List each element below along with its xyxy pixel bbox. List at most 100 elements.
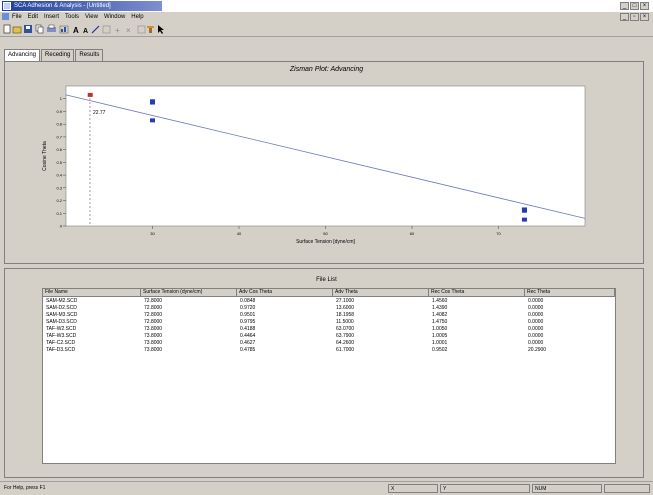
table-cell: 0.0000 bbox=[528, 319, 544, 325]
col-surface-tension[interactable]: Surface Tension (dyne/cm) bbox=[141, 289, 237, 297]
minimize-icon[interactable]: _ bbox=[620, 2, 629, 10]
col-adv-cos-theta[interactable]: Adv Cos Theta bbox=[237, 289, 333, 297]
table-cell: 63.7900 bbox=[336, 333, 355, 339]
table-cell: 18.1958 bbox=[336, 312, 355, 318]
chart-icon[interactable] bbox=[59, 25, 69, 34]
menu-file[interactable]: File bbox=[12, 14, 22, 20]
table-cell: 20.2900 bbox=[528, 347, 547, 353]
table-cell: 1.0005 bbox=[432, 333, 448, 339]
table-cell: 1.4390 bbox=[432, 305, 448, 311]
toolbar: A A + × bbox=[0, 23, 653, 37]
table-cell: 0.0000 bbox=[528, 298, 544, 304]
menu-edit[interactable]: Edit bbox=[27, 14, 39, 20]
table-row[interactable]: TAF-C2.SCD 73.8000 0.4627 64.2600 1.0001 0.00… bbox=[43, 340, 615, 347]
data-point[interactable] bbox=[521, 208, 527, 213]
font-small-icon[interactable]: A bbox=[83, 28, 88, 35]
table-row[interactable]: SAM-D3.SCD 72.8000 0.9795 11.5000 1.4750 0.00… bbox=[43, 319, 615, 326]
menu-insert[interactable]: Insert bbox=[44, 14, 60, 20]
status-bar: For Help, press F1 X Y NUM bbox=[0, 481, 653, 495]
tab-results[interactable]: Results bbox=[75, 49, 104, 61]
data-point[interactable] bbox=[87, 92, 93, 97]
document-window-controls: _ ▫ × bbox=[620, 13, 649, 21]
open-folder-icon[interactable] bbox=[12, 26, 22, 34]
table-cell: 63.0700 bbox=[336, 326, 355, 332]
new-file-icon[interactable] bbox=[3, 24, 11, 34]
maximize-icon[interactable]: □ bbox=[630, 2, 639, 10]
tab-advancing[interactable]: Advancing bbox=[4, 49, 41, 61]
line-tool-icon[interactable] bbox=[91, 25, 100, 34]
table-cell: TAF-D3.SCD bbox=[46, 347, 76, 353]
y-tick-label: 0.8 bbox=[56, 122, 62, 127]
data-point[interactable] bbox=[150, 100, 155, 105]
status-message: For Help, press F1 bbox=[4, 485, 46, 491]
col-rec-theta[interactable]: Rec Theta bbox=[525, 289, 615, 297]
table-cell: TAF-C2.SCD bbox=[46, 340, 76, 346]
settings-icon[interactable] bbox=[137, 25, 146, 34]
title-strip: SCA Adhesion & Analysis - [Untitled] bbox=[2, 1, 162, 11]
svg-text:A: A bbox=[73, 26, 79, 35]
plot-area bbox=[65, 85, 586, 227]
table-row[interactable]: SAM-M3.SCD 72.8000 0.9501 18.1958 1.4082 0.00… bbox=[43, 312, 615, 319]
remove-point-icon[interactable]: × bbox=[126, 26, 131, 35]
copy-icon[interactable] bbox=[35, 24, 44, 34]
pin-icon[interactable] bbox=[147, 26, 154, 33]
data-point[interactable] bbox=[521, 217, 527, 222]
table-cell: 1.0050 bbox=[432, 326, 448, 332]
tab-receding[interactable]: Receding bbox=[41, 49, 75, 61]
data-point[interactable] bbox=[150, 118, 155, 123]
menu-help[interactable]: Help bbox=[131, 14, 144, 20]
status-extra bbox=[604, 484, 650, 493]
file-list-table[interactable]: File Name Surface Tension (dyne/cm) Adv … bbox=[42, 288, 616, 464]
table-cell: 1.4560 bbox=[432, 298, 448, 304]
save-icon[interactable] bbox=[24, 25, 32, 33]
doc-minimize-icon[interactable]: _ bbox=[620, 13, 629, 21]
menu-tools[interactable]: Tools bbox=[65, 14, 80, 20]
table-cell: 27.1000 bbox=[336, 298, 355, 304]
table-row[interactable]: TAF-W2.SCD 73.8000 0.4188 63.0700 1.0050 0.00… bbox=[43, 326, 615, 333]
table-cell: 0.0000 bbox=[528, 333, 544, 339]
table-cell: SAM-D3.SCD bbox=[46, 319, 77, 325]
table-cell: 0.9502 bbox=[432, 347, 448, 353]
add-point-icon[interactable]: + bbox=[115, 26, 120, 35]
col-rec-cos-theta[interactable]: Rec Cos Theta bbox=[429, 289, 525, 297]
table-cell: 0.4785 bbox=[240, 347, 256, 353]
close-icon[interactable]: × bbox=[640, 2, 649, 10]
print-icon[interactable] bbox=[47, 24, 56, 32]
table-cell: 0.4188 bbox=[240, 326, 256, 332]
table-cell: 0.0000 bbox=[528, 340, 544, 346]
doc-close-icon[interactable]: × bbox=[640, 13, 649, 21]
table-row[interactable]: SAM-M2.SCD 72.8000 0.0848 27.1000 1.4560 0.00… bbox=[43, 298, 615, 305]
table-row[interactable]: SAM-D2.SCD 72.8000 0.9720 13.6000 1.4390 0.00… bbox=[43, 305, 615, 312]
table-cell: 0.0000 bbox=[528, 312, 544, 318]
table-cell: 1.4082 bbox=[432, 312, 448, 318]
menu-window[interactable]: Window bbox=[103, 14, 126, 20]
table-cell: 0.0000 bbox=[528, 326, 544, 332]
status-num: NUM bbox=[532, 484, 602, 493]
fit-line-icon[interactable] bbox=[102, 25, 111, 34]
doc-restore-icon[interactable]: ▫ bbox=[630, 13, 639, 21]
col-adv-theta[interactable]: Adv Theta bbox=[333, 289, 429, 297]
menu-view[interactable]: View bbox=[85, 14, 98, 20]
tab-strip: Advancing Receding Results bbox=[4, 49, 104, 61]
table-cell: 1.4750 bbox=[432, 319, 448, 325]
x-tick-label: 40 bbox=[237, 231, 242, 236]
table-row[interactable]: TAF-W3.SCD 73.8000 0.4464 63.7900 1.0005 0.00… bbox=[43, 333, 615, 340]
help-pointer-icon[interactable] bbox=[158, 25, 164, 34]
table-cell: 0.4464 bbox=[240, 333, 256, 339]
svg-text:A: A bbox=[83, 28, 88, 35]
font-large-icon[interactable]: A bbox=[73, 26, 79, 35]
svg-text:+: + bbox=[115, 26, 120, 35]
col-file-name[interactable]: File Name bbox=[43, 289, 141, 297]
table-cell: 0.9720 bbox=[240, 305, 256, 311]
y-tick-label: 0.6 bbox=[56, 147, 62, 152]
x-tick-label: 60 bbox=[410, 231, 415, 236]
status-y: Y bbox=[440, 484, 530, 493]
y-tick-label: 0 bbox=[60, 224, 63, 229]
table-cell: SAM-D2.SCD bbox=[46, 305, 77, 311]
table-cell: 73.8000 bbox=[144, 326, 163, 332]
table-row[interactable]: TAF-D3.SCD 73.8000 0.4785 61.7000 0.9502 20.2… bbox=[43, 347, 615, 354]
chart-title: Zisman Plot: Advancing bbox=[289, 66, 364, 73]
y-tick-label: 0.4 bbox=[56, 173, 62, 178]
file-list-title: File List bbox=[316, 277, 337, 283]
